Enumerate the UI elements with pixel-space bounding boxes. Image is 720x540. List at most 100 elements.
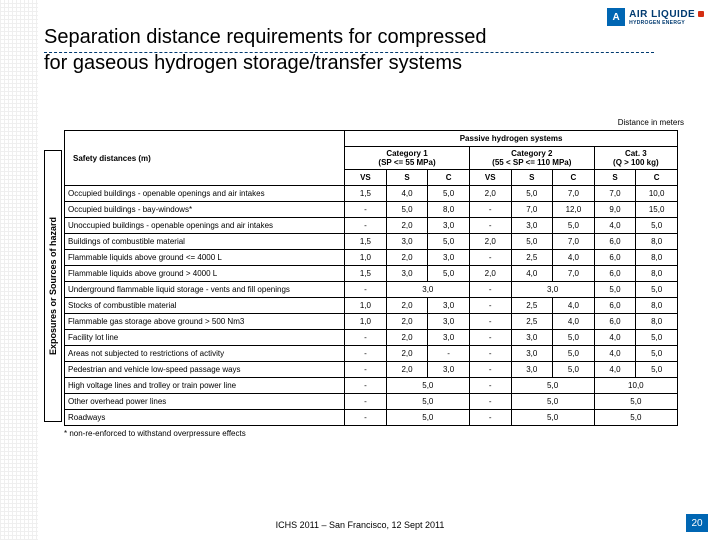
logo-text: AIR LIQUIDE [629,9,695,20]
table-cell: 5,0 [428,186,470,202]
table-cell: - [428,346,470,362]
table-corner: Safety distances (m) [65,131,345,186]
table-row: Pedestrian and vehicle low-speed passage… [65,362,678,378]
table-cell: 5,0 [594,410,677,426]
table-cell: - [469,314,511,330]
table-row: Facility lot line-2,03,0-3,05,04,05,0 [65,330,678,346]
table-cell: 6,0 [594,266,636,282]
table-cell: 7,0 [553,186,595,202]
table-cell: 8,0 [636,234,678,250]
table-cell: 2,0 [469,186,511,202]
table-cell: 5,0 [636,282,678,298]
table-row: Areas not subjected to restrictions of a… [65,346,678,362]
super-header: Passive hydrogen systems [345,131,678,147]
table-cell: 4,0 [511,266,553,282]
table-cell: - [345,346,387,362]
table-cell: 2,0 [386,330,428,346]
safety-distances-table: Safety distances (m) Passive hydrogen sy… [64,130,678,426]
table-cell: 3,0 [428,298,470,314]
table-cell: 3,0 [386,234,428,250]
table-row: Stocks of combustible material1,02,03,0-… [65,298,678,314]
row-label: Underground flammable liquid storage - v… [65,282,345,298]
table-cell: 2,0 [386,346,428,362]
table-cell: 1,5 [345,186,387,202]
table-cell: 4,0 [594,218,636,234]
table-cell: 5,0 [594,394,677,410]
table-row: Flammable liquids above ground > 4000 L1… [65,266,678,282]
table-cell: - [469,410,511,426]
table-cell: 5,0 [553,346,595,362]
c3-c: C [636,170,678,186]
table-cell: - [469,330,511,346]
row-label: Unoccupied buildings - openable openings… [65,218,345,234]
table-cell: - [345,330,387,346]
row-label: Roadways [65,410,345,426]
safety-table-wrap: Safety distances (m) Passive hydrogen sy… [64,130,678,438]
table-cell: 1,5 [345,266,387,282]
row-label: Flammable gas storage above ground > 500… [65,314,345,330]
table-cell: 7,0 [594,186,636,202]
page-number: 20 [686,514,708,532]
table-cell: 4,0 [386,186,428,202]
table-cell: 1,5 [345,234,387,250]
c3-s: S [594,170,636,186]
cat1-header: Category 1 (SP <= 55 MPa) [345,147,470,170]
c1-s: S [386,170,428,186]
table-cell: - [345,378,387,394]
table-cell: 1,0 [345,250,387,266]
table-cell: 5,0 [594,282,636,298]
table-cell: - [345,410,387,426]
row-label: Other overhead power lines [65,394,345,410]
row-label: High voltage lines and trolley or train … [65,378,345,394]
table-cell: - [469,218,511,234]
sidebar-label-text: Exposures or Sources of hazard [48,217,58,355]
table-cell: 3,0 [511,346,553,362]
row-label: Occupied buildings - openable openings a… [65,186,345,202]
table-cell: 2,0 [469,234,511,250]
table-cell: 4,0 [594,346,636,362]
table-cell: 3,0 [428,250,470,266]
table-cell: 2,0 [386,362,428,378]
table-row: Unoccupied buildings - openable openings… [65,218,678,234]
row-label: Buildings of combustible material [65,234,345,250]
table-cell: 2,0 [386,298,428,314]
table-cell: - [345,218,387,234]
distance-unit-note: Distance in meters [618,118,684,127]
table-cell: 2,5 [511,314,553,330]
table-cell: 7,0 [553,234,595,250]
c1-c: C [428,170,470,186]
table-cell: 8,0 [428,202,470,218]
table-cell: 5,0 [386,378,469,394]
table-cell: 4,0 [553,314,595,330]
row-label: Flammable liquids above ground > 4000 L [65,266,345,282]
table-cell: 3,0 [386,282,469,298]
table-cell: 8,0 [636,314,678,330]
row-label: Pedestrian and vehicle low-speed passage… [65,362,345,378]
table-cell: 1,0 [345,298,387,314]
table-cell: 5,0 [511,410,594,426]
table-cell: 7,0 [553,266,595,282]
table-cell: 6,0 [594,234,636,250]
table-cell: 5,0 [511,234,553,250]
table-cell: 1,0 [345,314,387,330]
table-cell: - [469,378,511,394]
table-cell: 2,0 [469,266,511,282]
table-cell: 5,0 [636,362,678,378]
table-cell: 5,0 [553,330,595,346]
cat3-header: Cat. 3 (Q > 100 kg) [594,147,677,170]
table-cell: 5,0 [386,410,469,426]
table-cell: 3,0 [428,362,470,378]
c1-vs: VS [345,170,387,186]
table-cell: 2,5 [511,250,553,266]
table-cell: 3,0 [511,218,553,234]
row-label: Areas not subjected to restrictions of a… [65,346,345,362]
table-cell: - [469,346,511,362]
table-cell: 5,0 [511,394,594,410]
cat2-header: Category 2 (55 < SP <= 110 MPa) [469,147,594,170]
table-row: High voltage lines and trolley or train … [65,378,678,394]
table-cell: 8,0 [636,266,678,282]
table-cell: 7,0 [511,202,553,218]
table-cell: 2,0 [386,314,428,330]
table-cell: - [469,202,511,218]
cat1-label: Category 1 [348,149,466,158]
